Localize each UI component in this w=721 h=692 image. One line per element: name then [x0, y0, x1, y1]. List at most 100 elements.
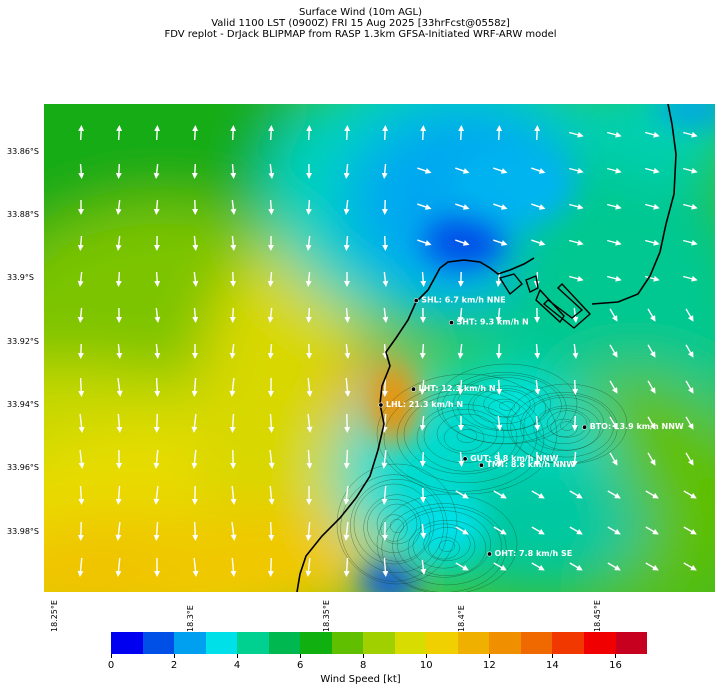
plot-title: Surface Wind (10m AGL): [298, 7, 423, 18]
wind-arrow: [116, 125, 123, 141]
wind-arrow: [455, 239, 470, 246]
wind-arrow: [569, 167, 584, 174]
wind-arrow: [191, 414, 198, 433]
wind-arrow: [154, 271, 161, 287]
wind-arrow: [419, 379, 426, 395]
wind-arrow: [229, 378, 236, 397]
wind-arrow: [115, 522, 122, 541]
wind-arrow: [609, 416, 618, 430]
station-label-oht: OHT: 7.8 km/h SE: [495, 549, 573, 558]
wind-arrow: [607, 167, 622, 174]
wind-arrow: [230, 557, 237, 577]
colorbar-segment: [237, 632, 269, 654]
wind-arrow: [343, 199, 350, 215]
plot-source: FDV replot - DrJack BLIPMAP from RASP 1.…: [164, 29, 557, 40]
wind-arrow: [534, 415, 541, 431]
wind-arrow: [115, 163, 122, 179]
colorbar-segment: [583, 632, 616, 654]
lon-label: 18.4°E: [457, 605, 467, 632]
wind-arrow: [569, 203, 584, 210]
wind-arrow: [78, 413, 85, 433]
coastline-east: [591, 104, 677, 305]
lat-label: 33.94°S: [7, 400, 39, 410]
colorbar-tick-label: 4: [233, 660, 241, 671]
wind-arrow: [230, 199, 237, 215]
lat-label: 33.98°S: [7, 526, 39, 536]
wind-arrow: [306, 414, 313, 433]
wind-arrow: [493, 203, 508, 210]
wind-arrow: [229, 343, 236, 359]
wind-arrow: [268, 199, 275, 215]
station-label-lhl: LHL: 21.3 km/h N: [386, 400, 463, 409]
wind-arrow: [417, 167, 432, 174]
colorbar-segment: [331, 632, 364, 654]
wind-arrow: [306, 377, 313, 397]
wind-arrow: [154, 343, 161, 359]
wind-arrow: [531, 239, 546, 246]
wind-arrow: [267, 307, 274, 323]
colorbar-segment: [111, 632, 143, 654]
wind-arrow: [685, 416, 694, 430]
colorbar-tick-label: 8: [360, 660, 367, 671]
station-point-shl: [413, 298, 419, 304]
wind-arrow: [534, 343, 541, 359]
wind-arrow: [268, 485, 275, 505]
station-label-bto: BTO: 13.9 km/h NNW: [590, 422, 684, 431]
station-label-shl: SHL: 6.7 km/h NNE: [421, 296, 505, 305]
station-markers: SHL: 6.7 km/h NNE SHT: 9.3 km/h N LHT: 12.…: [378, 296, 684, 558]
wind-arrow: [531, 203, 546, 210]
wind-arrow: [153, 521, 160, 541]
wind-arrow: [268, 413, 275, 433]
colorbar-segment: [520, 632, 553, 654]
wind-arrow: [683, 131, 698, 138]
wind-arrow: [77, 235, 84, 251]
wind-map: SHL: 6.7 km/h NNE SHT: 9.3 km/h N LHT: 12.…: [44, 104, 715, 592]
wind-arrow: [457, 343, 464, 359]
wind-arrow: [493, 490, 507, 499]
wind-arrow: [192, 235, 199, 251]
wind-arrow: [230, 163, 237, 179]
lat-label: 33.9°S: [7, 273, 34, 283]
wind-arrow: [115, 199, 122, 215]
wind-arrow: [229, 413, 236, 433]
wind-arrow: [569, 526, 583, 535]
wind-arrow: [685, 308, 694, 322]
wind-arrow: [381, 450, 388, 469]
wind-arrow: [78, 485, 85, 505]
wind-arrow: [382, 343, 389, 359]
wind-arrow: [572, 379, 579, 395]
wind-arrow: [115, 485, 122, 505]
wind-arrow: [572, 307, 579, 323]
wind-arrow: [455, 490, 469, 499]
wind-arrow: [115, 557, 122, 577]
wind-arrow: [420, 559, 427, 575]
colorbar-segment: [615, 632, 648, 654]
wind-arrow: [455, 167, 470, 174]
wind-arrow: [382, 235, 389, 251]
wind-arrow: [683, 239, 698, 246]
lon-label: 18.3°E: [185, 605, 195, 632]
wind-arrow: [305, 521, 312, 541]
wind-arrow: [419, 451, 426, 467]
wind-arrow: [647, 308, 656, 322]
wind-arrow: [531, 526, 545, 535]
wind-arrow: [268, 521, 275, 541]
wind-arrow: [344, 125, 351, 141]
wind-arrow: [496, 125, 503, 141]
wind-arrow: [382, 557, 389, 577]
wind-arrow: [116, 378, 123, 397]
wind-arrow: [78, 450, 85, 469]
wind-arrow: [115, 271, 122, 287]
coastline: [296, 257, 535, 592]
wind-arrow: [647, 344, 656, 358]
colorbar-tick-label: 14: [546, 660, 559, 671]
lat-label: 33.88°S: [7, 209, 39, 219]
wind-arrow: [116, 413, 123, 433]
wind-arrow: [647, 416, 656, 430]
wind-arrow: [78, 163, 85, 179]
wind-speed-field: [44, 104, 715, 592]
wind-arrow: [192, 557, 199, 577]
wind-arrow: [115, 235, 122, 251]
wind-arrow: [572, 343, 579, 359]
wind-arrow: [230, 485, 237, 505]
